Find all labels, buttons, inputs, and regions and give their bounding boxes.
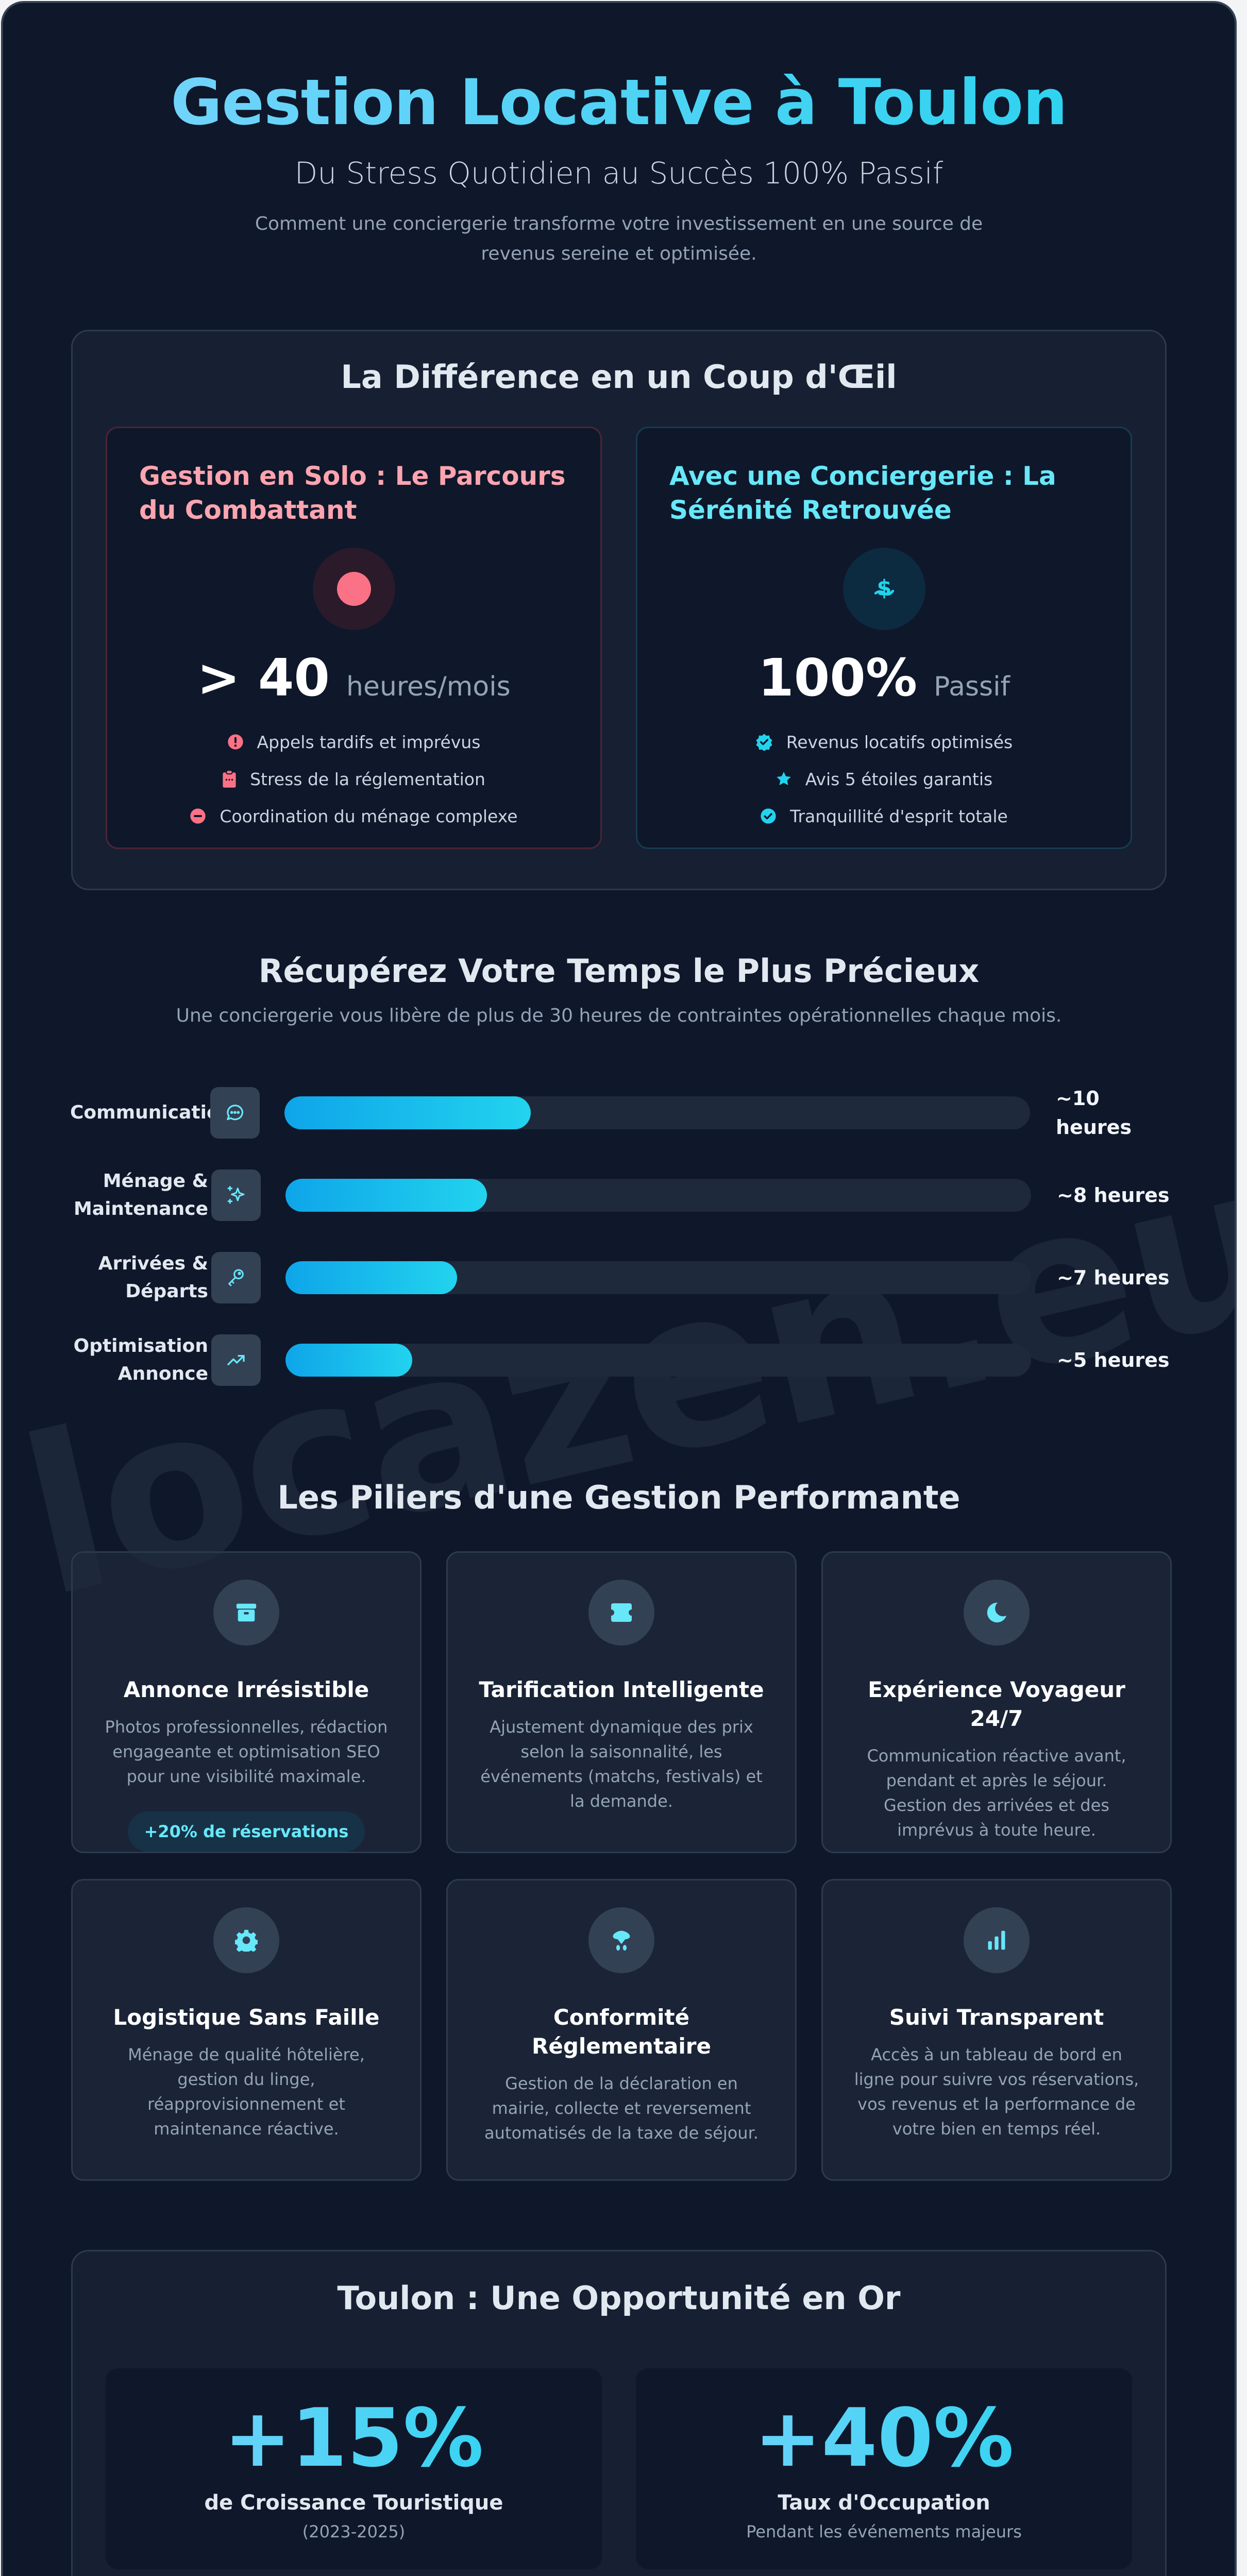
bar-label: Optimisation Annonce <box>73 1335 208 1385</box>
scale-icon <box>588 1907 654 1974</box>
ticket-icon <box>588 1580 654 1646</box>
stat-label: Taux d'Occupation <box>778 2490 990 2515</box>
pillar-text: Communication réactive avant, pendant et… <box>867 1746 1126 1840</box>
exclamation-circle-icon <box>227 734 244 750</box>
chat-bubble-icon <box>210 1087 260 1139</box>
solo-title: Gestion en Solo : Le Parcours du Combatt… <box>139 461 566 526</box>
solo-item: Stress de la réglementation <box>139 760 568 798</box>
concierge-item: Revenus locatifs optimisés <box>669 723 1099 760</box>
pillar-card: Suivi Transparent Accès à un tableau de … <box>821 1879 1172 2181</box>
pillar-badge: +20% de réservations <box>127 1811 365 1852</box>
pillar-card: Conformité Réglementaire Gestion de la d… <box>446 1879 797 2181</box>
key-icon <box>211 1252 261 1304</box>
pillar-title: Suivi Transparent <box>889 2005 1104 2030</box>
concierge-item: Avis 5 étoiles garantis <box>669 760 1099 798</box>
svg-text:$: $ <box>877 576 891 601</box>
check-circle-icon <box>760 808 777 824</box>
moon-icon <box>964 1580 1030 1646</box>
bar-value: ~10 heures <box>1056 1087 1132 1139</box>
pillar-title: Tarification Intelligente <box>479 1677 764 1703</box>
gear-icon <box>213 1907 279 1974</box>
solo-card: Gestion en Solo : Le Parcours du Combatt… <box>106 427 602 850</box>
bar-chart-icon <box>964 1907 1030 1974</box>
bar-value: ~8 heures <box>1057 1184 1170 1207</box>
bar-row-menage: Ménage & Maintenance ~8 heures <box>3 1154 1235 1236</box>
opportunity-title: Toulon : Une Opportunité en Or <box>337 2279 901 2317</box>
comparison-section: La Différence en un Coup d'Œil Gestion e… <box>71 330 1167 891</box>
concierge-card: Avec une Conciergerie : La Sérénité Retr… <box>636 427 1132 850</box>
clipboard-icon <box>222 770 237 788</box>
time-title: Récupérez Votre Temps le Plus Précieux <box>258 952 980 990</box>
bar-row-communication: Communication ~10 heures <box>3 1072 1235 1154</box>
pillar-card: Tarification Intelligente Ajustement dyn… <box>446 1551 797 1854</box>
pillar-card: Annonce Irrésistible Photos professionne… <box>71 1551 422 1854</box>
bar-value: ~7 heures <box>1057 1266 1170 1290</box>
bar-value: ~5 heures <box>1057 1349 1170 1372</box>
bar-row-arrivees: Arrivées & Départs ~7 heures <box>3 1236 1235 1319</box>
hero: Gestion Locative à Toulon Du Stress Quot… <box>3 3 1235 269</box>
bar-track <box>285 1261 1031 1295</box>
pillars-section: Les Piliers d'une Gestion Performante An… <box>3 1479 1235 2181</box>
page-title: Gestion Locative à Toulon <box>3 65 1235 140</box>
star-icon <box>776 771 792 787</box>
pillar-text: Accès à un tableau de bord en ligne pour… <box>854 2045 1139 2139</box>
pillar-card: Expérience Voyageur 24/7 Communication r… <box>821 1551 1172 1854</box>
opportunity-section: Toulon : Une Opportunité en Or +15% de C… <box>71 2250 1167 2576</box>
time-section: Récupérez Votre Temps le Plus Précieux U… <box>3 952 1235 1401</box>
bar-fill <box>285 1261 457 1295</box>
minus-circle-icon <box>190 808 206 824</box>
stat-note: Pendant les événements majeurs <box>746 2521 1022 2541</box>
pillar-title: Annonce Irrésistible <box>123 1677 369 1703</box>
pillar-text: Ajustement dynamique des prix selon la s… <box>480 1717 763 1811</box>
pillar-text: Gestion de la déclaration en mairie, col… <box>484 2074 759 2143</box>
page-lead: Comment une conciergerie transforme votr… <box>255 213 983 265</box>
stat-card: +40% Taux d'Occupation Pendant les événe… <box>636 2368 1132 2570</box>
pillar-title: Expérience Voyageur 24/7 <box>868 1677 1125 1732</box>
stat-value: +40% <box>636 2390 1132 2486</box>
sparkles-icon <box>211 1170 261 1222</box>
pillar-text: Photos professionnelles, rédaction engag… <box>105 1717 388 1787</box>
time-description: Une conciergerie vous libère de plus de … <box>176 1005 1062 1027</box>
pillar-text: Ménage de qualité hôtelière, gestion du … <box>128 2045 365 2139</box>
concierge-title: Avec une Conciergerie : La Sérénité Retr… <box>669 461 1056 526</box>
bar-label: Ménage & Maintenance <box>73 1171 208 1220</box>
bar-track <box>285 1344 1031 1377</box>
archive-box-icon <box>213 1580 279 1646</box>
bar-track <box>285 1179 1031 1212</box>
bar-fill <box>285 1179 487 1212</box>
solo-item: Appels tardifs et imprévus <box>139 723 568 760</box>
concierge-value: 100% <box>758 648 918 708</box>
money-hand-icon: $ <box>842 548 925 631</box>
pillar-title: Conformité Réglementaire <box>532 2005 711 2059</box>
time-bar-chart: Communication ~10 heures Ménage & Mainte… <box>3 1072 1235 1401</box>
bar-label: Arrivées & Départs <box>98 1253 208 1302</box>
bar-track <box>284 1096 1030 1130</box>
pillar-card: Logistique Sans Faille Ménage de qualité… <box>71 1879 422 2181</box>
solo-value: > 40 <box>197 648 330 708</box>
concierge-unit: Passif <box>934 671 1010 703</box>
badge-check-icon <box>755 733 773 751</box>
bar-row-optimisation: Optimisation Annonce ~5 heures <box>3 1319 1235 1401</box>
stat-value: +15% <box>106 2390 602 2486</box>
pillars-title: Les Piliers d'une Gestion Performante <box>277 1479 960 1517</box>
pillar-title: Logistique Sans Faille <box>113 2005 380 2030</box>
stat-card: +15% de Croissance Touristique (2023-202… <box>106 2368 602 2570</box>
concierge-item: Tranquillité d'esprit totale <box>669 798 1099 835</box>
stat-label: de Croissance Touristique <box>204 2490 503 2515</box>
bar-label: Communication <box>70 1102 210 1124</box>
stat-note: (2023-2025) <box>302 2521 406 2541</box>
trending-up-icon <box>211 1334 261 1386</box>
bar-fill <box>285 1344 412 1377</box>
bar-fill <box>284 1096 531 1130</box>
alert-dot-icon <box>312 548 395 631</box>
comparison-title: La Différence en un Coup d'Œil <box>341 358 897 396</box>
solo-unit: heures/mois <box>346 671 511 703</box>
page-subtitle: Du Stress Quotidien au Succès 100% Passi… <box>294 156 943 191</box>
solo-item: Coordination du ménage complexe <box>139 798 568 835</box>
